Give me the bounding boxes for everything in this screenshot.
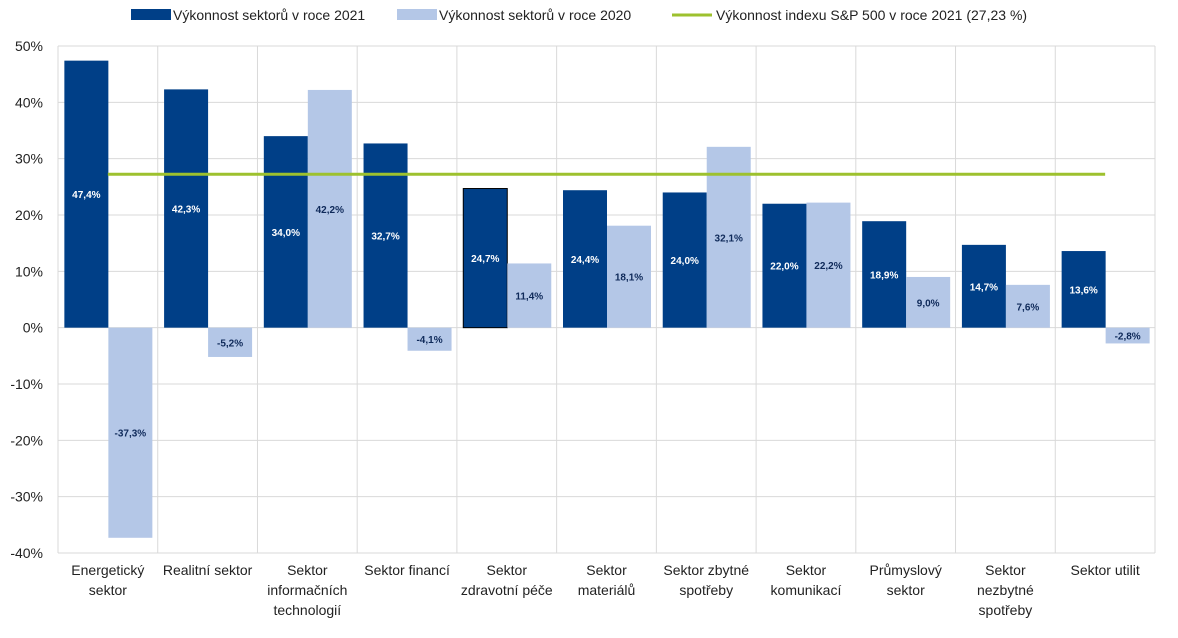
chart-legend: Výkonnost sektorů v roce 2021 Výkonnost …	[131, 7, 1027, 23]
x-category-label: Sektor utilit	[1071, 562, 1140, 578]
y-tick-label: 20%	[15, 207, 43, 223]
x-category-label: Energetický	[71, 562, 144, 578]
data-label: 22,0%	[770, 262, 798, 273]
legend-label-sp500: Výkonnost indexu S&P 500 v roce 2021 (27…	[716, 7, 1027, 23]
data-label: 18,1%	[615, 273, 643, 284]
legend-label-2021: Výkonnost sektorů v roce 2021	[173, 7, 365, 23]
y-axis-ticks: 50% 40% 30% 20% 10% 0% -10% -20% -30% -40%	[10, 38, 43, 561]
bar	[263, 136, 308, 328]
x-axis-categories: Energetický sektor Realitní sektor Sektor in…	[71, 562, 1140, 618]
bar	[164, 89, 209, 328]
bar	[407, 327, 452, 351]
x-category-label: sektor	[89, 582, 127, 598]
data-label: -4,1%	[416, 335, 442, 346]
data-label: 24,0%	[671, 256, 699, 267]
x-category-label: spotřeby	[979, 602, 1033, 618]
y-tick-label: 30%	[15, 151, 43, 167]
bar	[1061, 251, 1106, 328]
data-label: -2,8%	[1115, 332, 1141, 343]
bar	[108, 327, 153, 538]
bars	[64, 60, 1150, 538]
bar	[662, 192, 707, 328]
x-category-label: spotřeby	[679, 582, 733, 598]
data-label: 13,6%	[1069, 285, 1097, 296]
bar	[607, 225, 651, 328]
x-category-label: informačních	[267, 582, 347, 598]
bar	[906, 276, 951, 328]
x-category-label: Sektor	[586, 562, 627, 578]
y-tick-label: 50%	[15, 38, 43, 54]
data-label: -5,2%	[217, 338, 243, 349]
data-label: 42,2%	[316, 205, 344, 216]
x-category-label: Sektor	[786, 562, 827, 578]
x-category-label: materiálů	[578, 582, 636, 598]
y-tick-label: 0%	[23, 320, 43, 336]
legend-swatch-2020	[397, 9, 437, 20]
x-category-label: Sektor zbytné	[663, 562, 749, 578]
bar	[1105, 327, 1150, 344]
bar	[862, 221, 907, 328]
bar	[208, 327, 253, 357]
bar	[706, 146, 751, 328]
data-label: 34,0%	[272, 228, 300, 239]
x-category-label: zdravotní péče	[461, 582, 553, 598]
x-category-label: Sektor	[287, 562, 328, 578]
bar	[1005, 284, 1050, 328]
data-label: 42,3%	[172, 205, 200, 216]
bar	[462, 188, 508, 329]
x-category-label: Sektor financí	[364, 562, 450, 578]
y-tick-label: 40%	[15, 94, 43, 110]
bar	[507, 263, 552, 328]
legend-swatch-2021	[131, 9, 171, 20]
x-category-label: komunikací	[771, 582, 842, 598]
y-tick-label: 10%	[15, 263, 43, 279]
x-category-label: nezbytné	[977, 582, 1034, 598]
y-tick-label: -40%	[10, 545, 43, 561]
y-tick-label: -20%	[10, 432, 43, 448]
x-category-label: technologií	[273, 602, 341, 618]
data-label: 47,4%	[72, 190, 100, 201]
bar	[961, 244, 1006, 328]
y-tick-label: -30%	[10, 489, 43, 505]
bar	[563, 190, 607, 328]
data-label: 11,4%	[515, 292, 543, 303]
legend-label-2020: Výkonnost sektorů v roce 2020	[439, 7, 631, 23]
x-category-label: Sektor	[985, 562, 1026, 578]
x-category-label: sektor	[887, 582, 925, 598]
data-label: -37,3%	[115, 429, 147, 440]
bar	[762, 203, 807, 328]
data-label: 14,7%	[970, 282, 998, 293]
x-category-label: Sektor	[487, 562, 528, 578]
data-label: 32,1%	[715, 233, 743, 244]
x-category-label: Realitní sektor	[163, 562, 253, 578]
y-tick-label: -10%	[10, 376, 43, 392]
data-label: 7,6%	[1017, 302, 1040, 313]
gridlines	[57, 45, 1156, 554]
data-labels: 47,4% 42,3% 34,0% 32,7% 24,7% 24,4% 24,0% 22,0%…	[72, 190, 1141, 440]
x-category-label: Průmyslový	[870, 562, 942, 578]
data-label: 9,0%	[917, 298, 940, 309]
data-label: 18,9%	[870, 270, 898, 281]
bar	[806, 202, 851, 328]
data-label: 24,7%	[471, 254, 499, 265]
data-label: 22,2%	[814, 261, 842, 272]
bar	[64, 60, 109, 328]
data-label: 24,4%	[571, 255, 599, 266]
bar	[307, 89, 352, 328]
data-label: 32,7%	[371, 232, 399, 243]
